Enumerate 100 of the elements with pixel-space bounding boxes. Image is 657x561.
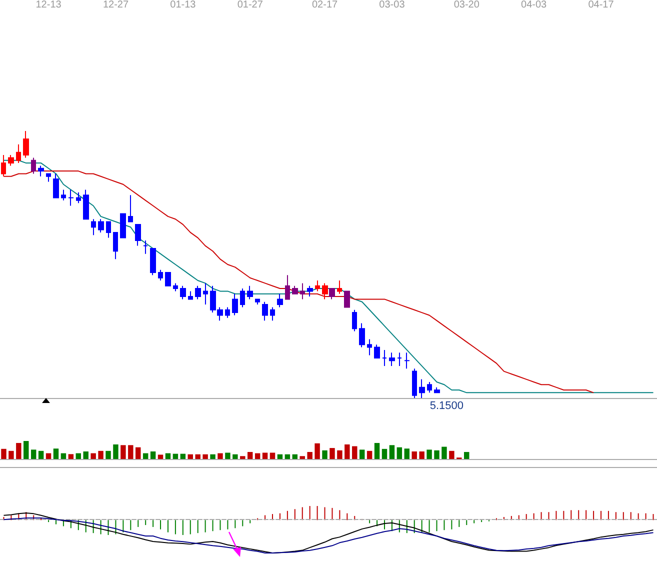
candlestick bbox=[1, 154, 6, 177]
candlestick bbox=[76, 192, 81, 204]
bar bbox=[46, 453, 52, 459]
candlestick bbox=[38, 165, 44, 177]
bar bbox=[382, 448, 388, 459]
candlestick bbox=[434, 386, 440, 394]
bar bbox=[53, 448, 59, 459]
candlestick bbox=[53, 173, 59, 198]
candlestick bbox=[113, 232, 118, 260]
bar bbox=[158, 454, 164, 459]
x-tick-label: 04-17 bbox=[588, 0, 614, 10]
bar bbox=[136, 447, 141, 459]
bar bbox=[188, 454, 193, 459]
candlestick bbox=[195, 285, 201, 300]
bar bbox=[284, 454, 290, 459]
candlestick bbox=[83, 189, 89, 220]
bar bbox=[344, 444, 350, 459]
candlestick bbox=[404, 352, 410, 370]
x-tick-label: 03-03 bbox=[379, 0, 406, 10]
candlestick bbox=[91, 218, 96, 236]
bar bbox=[68, 454, 74, 459]
candlestick bbox=[419, 378, 425, 398]
candlestick bbox=[270, 306, 275, 322]
candlestick bbox=[427, 381, 432, 394]
bar bbox=[314, 443, 320, 459]
text: 5.1500 bbox=[430, 400, 464, 412]
bar bbox=[426, 450, 432, 459]
x-tick-label: 02-17 bbox=[312, 0, 338, 10]
candlestick bbox=[255, 298, 260, 306]
bar bbox=[225, 452, 230, 459]
candlestick bbox=[232, 293, 238, 316]
bar bbox=[232, 454, 238, 459]
candlestick bbox=[277, 293, 283, 308]
bar bbox=[396, 447, 402, 459]
candlestick bbox=[165, 272, 171, 286]
bar bbox=[180, 454, 186, 459]
candlestick bbox=[188, 290, 193, 300]
bar bbox=[366, 450, 372, 459]
bar bbox=[128, 445, 134, 459]
bar bbox=[8, 450, 14, 459]
candlestick bbox=[337, 280, 342, 294]
candlestick bbox=[98, 218, 104, 233]
candlestick bbox=[374, 344, 380, 358]
candlestick bbox=[31, 157, 36, 174]
candlestick bbox=[68, 189, 74, 206]
bar bbox=[210, 454, 216, 459]
bar bbox=[240, 456, 246, 459]
bar bbox=[76, 453, 82, 459]
bar bbox=[90, 453, 96, 459]
bar bbox=[218, 453, 223, 459]
bar bbox=[202, 454, 208, 459]
candlestick bbox=[322, 282, 328, 300]
candlestick bbox=[61, 189, 66, 201]
candlestick bbox=[367, 338, 372, 356]
x-tick-label: 12-27 bbox=[102, 0, 129, 10]
bar bbox=[254, 453, 260, 459]
x-tick-label: 04-03 bbox=[521, 0, 548, 10]
bar bbox=[106, 450, 111, 459]
bar bbox=[165, 453, 171, 459]
bar bbox=[113, 444, 118, 459]
bar bbox=[359, 450, 365, 459]
candlestick bbox=[315, 280, 320, 292]
candlestick bbox=[292, 285, 298, 294]
candlestick bbox=[8, 154, 14, 166]
bar bbox=[262, 452, 268, 459]
candlestick bbox=[173, 282, 178, 292]
bar bbox=[60, 453, 66, 459]
bar bbox=[1, 448, 6, 459]
bar bbox=[195, 454, 200, 459]
bar bbox=[16, 442, 22, 459]
candlestick bbox=[240, 288, 245, 308]
bar bbox=[352, 446, 358, 459]
bar bbox=[120, 445, 126, 459]
candlestick bbox=[143, 240, 148, 254]
bar bbox=[300, 456, 305, 459]
bar bbox=[412, 451, 417, 459]
bar bbox=[442, 446, 447, 459]
bar bbox=[150, 451, 156, 459]
candlestick bbox=[300, 282, 305, 300]
candlestick bbox=[23, 130, 29, 158]
bar bbox=[247, 452, 253, 459]
x-tick-label: 12-13 bbox=[36, 0, 62, 10]
candlestick bbox=[120, 213, 126, 238]
candlestick bbox=[285, 274, 290, 300]
bar bbox=[277, 454, 283, 459]
candlestick bbox=[180, 285, 186, 300]
candlestick bbox=[203, 282, 208, 306]
x-tick-label: 01-27 bbox=[237, 0, 264, 10]
candlestick bbox=[262, 301, 268, 322]
candlestick bbox=[46, 173, 51, 182]
candlestick bbox=[397, 352, 402, 366]
bar bbox=[142, 453, 148, 459]
bar bbox=[464, 452, 470, 459]
bar bbox=[83, 451, 88, 459]
x-tick-label: 03-20 bbox=[454, 0, 480, 10]
bar bbox=[374, 442, 380, 459]
bar bbox=[30, 450, 36, 459]
candlestick bbox=[247, 285, 253, 300]
bar bbox=[292, 454, 298, 459]
bar bbox=[449, 450, 454, 459]
